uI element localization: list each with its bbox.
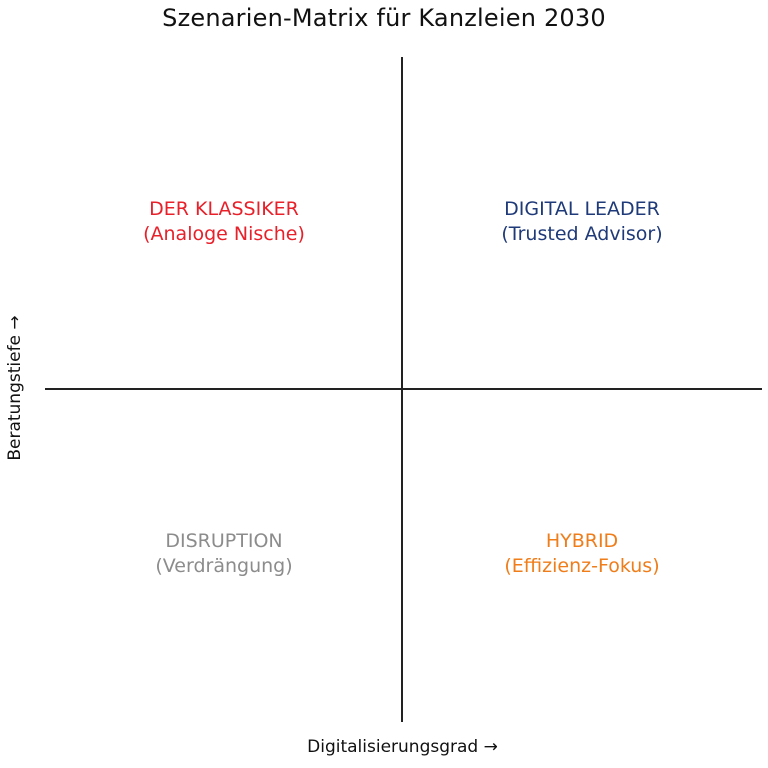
x-axis-line xyxy=(45,388,762,390)
quadrant-name: DIGITAL LEADER xyxy=(504,198,660,220)
quadrant-name: HYBRID xyxy=(545,530,619,552)
x-axis-label: Digitalisierungsgrad → xyxy=(307,737,498,757)
quadrant-top-left: DER KLASSIKER (Analoge Nische) xyxy=(74,197,374,247)
quadrant-name: DISRUPTION xyxy=(165,530,283,552)
quadrant-subtitle: (Trusted Advisor) xyxy=(501,223,663,245)
quadrant-top-right: DIGITAL LEADER (Trusted Advisor) xyxy=(432,197,732,247)
y-axis-label: Beratungstiefe → xyxy=(5,315,25,461)
quadrant-name: DER KLASSIKER xyxy=(149,198,299,220)
quadrant-subtitle: (Analoge Nische) xyxy=(143,223,305,245)
y-axis-line xyxy=(401,57,403,722)
quadrant-subtitle: (Verdrängung) xyxy=(155,555,293,577)
quadrant-subtitle: (Effizienz-Fokus) xyxy=(504,555,660,577)
quadrant-bottom-right: HYBRID (Effizienz-Fokus) xyxy=(432,529,732,579)
diagram-title: Szenarien-Matrix für Kanzleien 2030 xyxy=(162,4,606,32)
quadrant-bottom-left: DISRUPTION (Verdrängung) xyxy=(74,529,374,579)
